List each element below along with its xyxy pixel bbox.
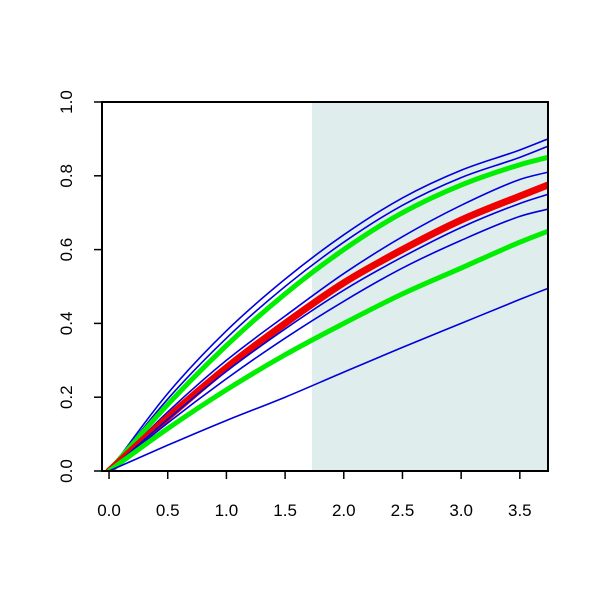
y-tick-label-1: 0.2 — [57, 385, 76, 409]
x-tick-label-2: 1.0 — [215, 501, 239, 520]
series-line-7 — [108, 208, 548, 471]
y-tick-label-4: 0.8 — [57, 164, 76, 188]
x-tick-label-0: 0.0 — [97, 501, 121, 520]
axis-layer: 0.0 0.5 1.0 1.5 2.0 2.5 3.0 3.5 0.0 0.2 0.4 0.6 0.8 1… — [57, 90, 549, 520]
x-tick-label-1: 0.5 — [156, 501, 180, 520]
x-tick-label-5: 2.5 — [391, 501, 415, 520]
series-line-2 — [108, 145, 548, 471]
series-line-3 — [106, 154, 548, 471]
x-tick-label-7: 3.5 — [508, 501, 532, 520]
x-tick-label-3: 1.5 — [273, 501, 297, 520]
series-line-6 — [108, 193, 548, 471]
x-tick-label-4: 2.0 — [332, 501, 356, 520]
y-tick-label-0: 0.0 — [57, 459, 76, 483]
series-line-4 — [108, 171, 548, 471]
y-tick-label-5: 1.0 — [57, 90, 76, 114]
shaded-region — [312, 102, 548, 471]
shaded-region-layer — [312, 102, 548, 471]
series-layer — [105, 138, 548, 471]
series-line-9 — [108, 287, 548, 471]
series-line-5 — [105, 181, 548, 471]
series-line-8 — [106, 228, 548, 471]
x-tick-label-6: 3.0 — [449, 501, 473, 520]
series-line-1 — [108, 138, 548, 471]
y-tick-label-3: 0.6 — [57, 238, 76, 262]
y-tick-label-2: 0.4 — [57, 312, 76, 336]
